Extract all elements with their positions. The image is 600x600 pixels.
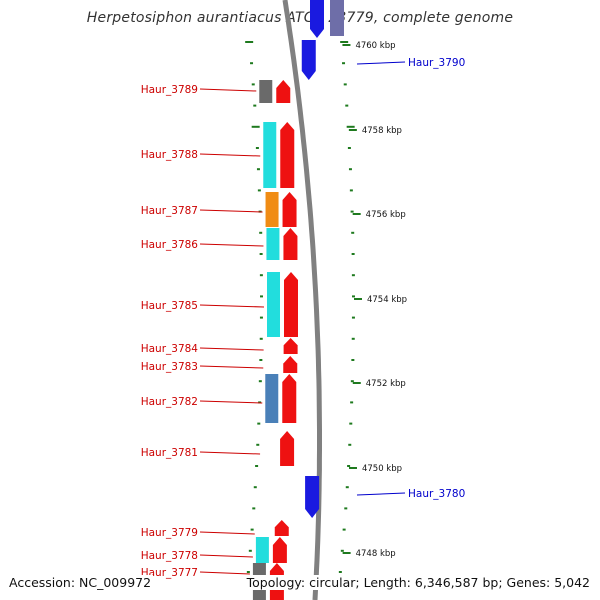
gene-label-forward: Haur_3786 [141,239,199,251]
gene-leader-line [199,243,264,247]
gene-leader-line [199,209,263,213]
reverse-gene-arrow [305,476,320,518]
gene-leader-line [199,88,257,92]
summary-text: Topology: circular; Length: 6,346,587 bp… [244,575,592,590]
forward-gene-arrow [282,192,297,227]
forward-gene-arrow [272,537,287,563]
gene-labels: Haur_3789 Haur_3788 Haur_3787 Haur_3786 Haur… [141,57,466,579]
gene-leader-line [199,571,250,575]
cog-box [266,228,280,260]
forward-gene-arrow [280,431,295,466]
gene-label-forward: Haur_3779 [141,527,198,539]
gene-label-forward: Haur_3781 [141,447,198,459]
gene-leader-line [356,492,406,496]
cog-boxes [252,80,280,600]
scale-label: 4756 kbp [366,210,406,220]
gene-leader-line [199,451,261,455]
tick-marks-outer [338,41,355,573]
forward-gene-arrow [274,520,289,536]
gene-label-forward: Haur_3784 [141,343,199,355]
cog-box [266,272,280,337]
gene-leader-line [199,304,265,308]
forward-gene-arrow [283,338,298,354]
cog-box [265,192,279,227]
gene-label-forward: Haur_3777 [141,567,198,579]
gene-leader-line [199,554,253,558]
scale-label: 4754 kbp [367,295,407,305]
scale-label: 4760 kbp [355,41,395,51]
gene-label-reverse: Haur_3790 [408,57,465,69]
cog-box [259,80,273,103]
cog-box [263,122,277,188]
gene-label-forward: Haur_3787 [141,205,198,217]
gene-label-forward: Haur_3788 [141,149,198,161]
scale-label: 4748 kbp [356,549,396,559]
cog-box [255,537,269,563]
cog-box [265,374,279,423]
reverse-gene-arrow [330,0,344,36]
gene-leader-line [199,400,263,404]
scale-label: 4752 kbp [366,379,406,389]
scale-labels: 4760 kbp 4758 kbp 4756 kbp 4754 kbp 4752 kbp… [342,41,407,559]
scale-label: 4758 kbp [362,126,402,136]
scale-label: 4750 kbp [362,464,402,474]
reverse-gene-arrow [301,40,316,80]
reverse-gene-arrow [310,0,324,38]
map-title: Herpetosiphon aurantiacus ATCC 23779, co… [86,10,514,26]
gene-label-forward: Haur_3778 [141,550,198,562]
gene-label-forward: Haur_3785 [141,300,198,312]
accession-text: Accession: NC_009972 [7,575,154,590]
gene-leader-line [199,365,264,369]
forward-gene-arrow [283,272,298,337]
forward-gene-arrow [282,374,297,423]
gene-leader-line [199,531,255,535]
forward-gene-arrow [283,356,298,373]
gene-label-forward: Haur_3783 [141,361,198,373]
tick-marks-inner [245,41,263,573]
forward-gene-arrow [276,80,291,103]
gene-arrows [269,0,344,600]
gene-leader-line [199,347,264,351]
forward-gene-arrow [283,228,298,260]
gene-leader-line [356,61,406,65]
forward-gene-arrow [280,122,295,188]
gene-label-forward: Haur_3789 [141,84,198,96]
gene-leader-line [199,153,261,157]
gene-label-reverse: Haur_3780 [408,488,465,500]
gene-label-forward: Haur_3782 [141,396,198,408]
